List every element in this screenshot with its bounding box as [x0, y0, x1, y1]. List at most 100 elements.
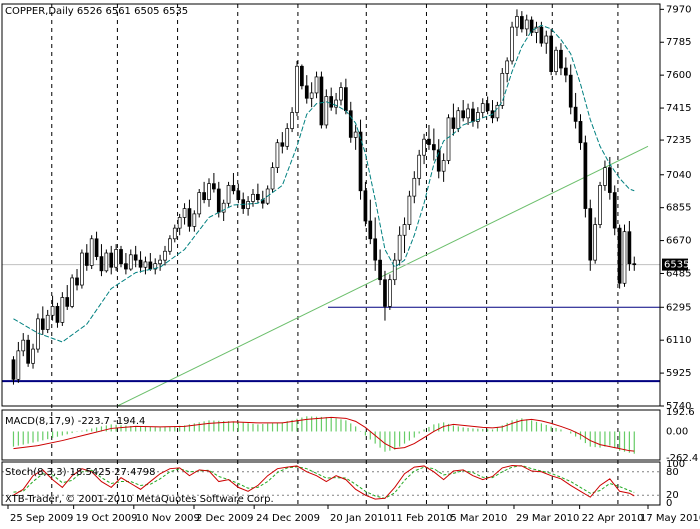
candle-body[interactable] — [138, 259, 143, 268]
candle-body[interactable] — [304, 85, 309, 99]
candle-body[interactable] — [563, 67, 568, 76]
candle-body[interactable] — [344, 87, 348, 112]
candle-body[interactable] — [617, 227, 622, 284]
candle-body[interactable] — [246, 201, 250, 209]
macd-pane[interactable] — [12, 416, 635, 454]
candle-body[interactable] — [451, 117, 456, 129]
candle-body[interactable] — [40, 318, 45, 330]
candle-body[interactable] — [368, 220, 373, 240]
candle-body[interactable] — [290, 112, 294, 129]
candle-body[interactable] — [84, 252, 89, 266]
candle-body[interactable] — [31, 348, 35, 364]
candle-body[interactable] — [339, 87, 343, 101]
candle-body[interactable] — [475, 112, 480, 122]
candle-body[interactable] — [231, 185, 236, 192]
candle-body[interactable] — [471, 108, 475, 122]
candle-body[interactable] — [94, 238, 99, 257]
candle-body[interactable] — [45, 314, 50, 330]
candle-body[interactable] — [236, 190, 241, 201]
candle-body[interactable] — [65, 297, 70, 307]
candle-body[interactable] — [285, 128, 290, 147]
trendline[interactable] — [117, 145, 649, 407]
candle-body[interactable] — [329, 96, 334, 108]
candle-body[interactable] — [353, 131, 358, 138]
candle-body[interactable] — [295, 65, 299, 113]
candle-body[interactable] — [456, 110, 461, 129]
candle-body[interactable] — [168, 238, 172, 252]
candle-body[interactable] — [627, 231, 632, 265]
candle-body[interactable] — [568, 74, 573, 108]
candle-body[interactable] — [544, 35, 549, 44]
candle-body[interactable] — [70, 277, 74, 307]
candle-body[interactable] — [114, 249, 118, 268]
candle-body[interactable] — [549, 35, 554, 72]
candle-body[interactable] — [578, 121, 583, 144]
candle-body[interactable] — [192, 213, 197, 227]
candle-body[interactable] — [300, 65, 304, 87]
candle-body[interactable] — [422, 138, 426, 156]
candle-body[interactable] — [607, 167, 612, 193]
candle-body[interactable] — [500, 73, 505, 106]
candle-body[interactable] — [324, 96, 329, 126]
candle-body[interactable] — [392, 259, 397, 281]
candle-body[interactable] — [309, 92, 314, 99]
candle-body[interactable] — [99, 256, 104, 272]
candle-body[interactable] — [212, 183, 216, 190]
candle-body[interactable] — [588, 208, 593, 261]
candle-body[interactable] — [50, 306, 55, 316]
candle-body[interactable] — [412, 177, 417, 197]
candle-body[interactable] — [593, 224, 598, 261]
candle-body[interactable] — [319, 76, 324, 126]
candle-body[interactable] — [60, 297, 65, 323]
candle-body[interactable] — [148, 261, 153, 270]
candle-body[interactable] — [417, 154, 422, 179]
candle-body[interactable] — [461, 110, 466, 119]
candle-body[interactable] — [153, 263, 158, 270]
candle-body[interactable] — [397, 234, 402, 261]
candle-body[interactable] — [256, 193, 260, 201]
candle-body[interactable] — [505, 60, 510, 74]
candle-body[interactable] — [495, 105, 500, 119]
candle-body[interactable] — [128, 254, 133, 270]
candle-body[interactable] — [75, 277, 79, 286]
candle-body[interactable] — [226, 185, 231, 204]
candle-body[interactable] — [402, 224, 407, 236]
candle-body[interactable] — [133, 254, 138, 261]
candle-body[interactable] — [358, 131, 363, 192]
candle-body[interactable] — [89, 238, 94, 266]
candle-body[interactable] — [612, 192, 617, 229]
candle-body[interactable] — [275, 142, 280, 168]
candle-body[interactable] — [172, 227, 177, 240]
candle-body[interactable] — [480, 103, 485, 113]
candle-body[interactable] — [334, 99, 338, 108]
candle-body[interactable] — [158, 259, 162, 265]
candle-body[interactable] — [383, 279, 387, 307]
candle-body[interactable] — [632, 263, 637, 266]
candle-body[interactable] — [187, 208, 192, 227]
candle-body[interactable] — [182, 208, 187, 218]
candle-body[interactable] — [80, 252, 84, 286]
candle-body[interactable] — [441, 160, 446, 172]
candle-body[interactable] — [554, 49, 558, 72]
candle-body[interactable] — [216, 188, 221, 213]
candle-body[interactable] — [539, 26, 544, 44]
candle-body[interactable] — [583, 142, 588, 209]
candle-body[interactable] — [21, 339, 26, 352]
candle-body[interactable] — [348, 110, 353, 138]
candle-body[interactable] — [524, 19, 529, 30]
candle-body[interactable] — [529, 19, 534, 33]
candle-body[interactable] — [373, 238, 378, 261]
candle-body[interactable] — [119, 249, 123, 265]
candle-body[interactable] — [314, 76, 319, 94]
main-price-pane[interactable] — [2, 9, 660, 407]
candle-body[interactable] — [109, 252, 114, 268]
candle-body[interactable] — [363, 190, 368, 222]
candle-body[interactable] — [270, 167, 275, 190]
stochastic-pane[interactable] — [2, 465, 660, 500]
candle-body[interactable] — [573, 106, 578, 122]
candle-body[interactable] — [466, 108, 470, 119]
candle-body[interactable] — [251, 193, 255, 202]
candle-body[interactable] — [207, 183, 211, 201]
candle-body[interactable] — [515, 16, 519, 28]
